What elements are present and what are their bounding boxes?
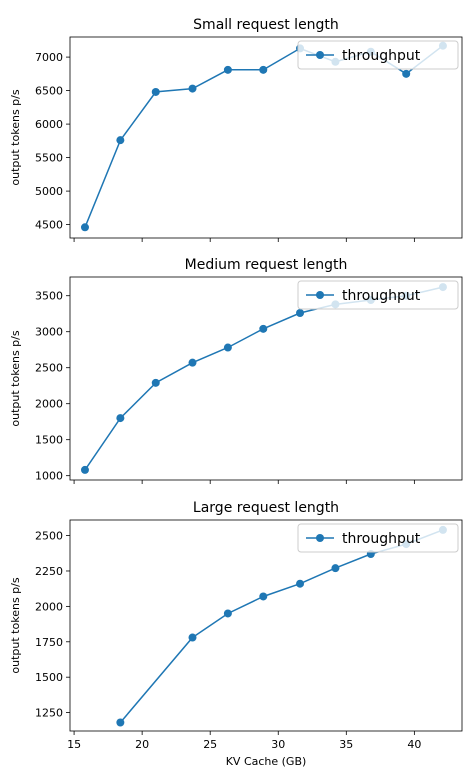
legend-box: [297, 523, 459, 553]
y-tick-label: 2500: [35, 362, 63, 375]
x-tick-label: 25: [203, 738, 217, 751]
data-point: [151, 378, 160, 387]
y-tick-label: 2250: [35, 565, 63, 578]
data-point: [151, 87, 160, 96]
y-tick-label: 1500: [35, 671, 63, 684]
x-tick-label: 15: [67, 738, 81, 751]
data-point: [259, 324, 268, 333]
data-point: [223, 609, 232, 618]
data-point: [188, 358, 197, 367]
data-point: [223, 343, 232, 352]
y-tick-label: 5500: [35, 152, 63, 165]
legend: throughput: [297, 280, 459, 310]
chart-title: Small request length: [193, 17, 339, 33]
legend-label: throughput: [342, 288, 421, 304]
chart-panel-1: Small request length 4500 5000 5500 6000 6500…: [9, 17, 463, 242]
y-tick-label: 1750: [35, 636, 63, 649]
data-point: [116, 136, 125, 145]
data-point: [116, 414, 125, 423]
y-tick-label: 1500: [35, 434, 63, 447]
y-tick-label: 4500: [35, 219, 63, 232]
series-line: [119, 529, 444, 723]
y-tick-label: 6500: [35, 85, 63, 98]
chart-title: Large request length: [193, 500, 339, 516]
x-tick-label: 35: [339, 738, 353, 751]
chart-title: Medium request length: [185, 257, 348, 273]
legend-label: throughput: [342, 531, 421, 547]
axes-frame: [69, 36, 463, 239]
y-tick-label: 1250: [35, 707, 63, 720]
y-axis-label: output tokens p/s: [9, 330, 22, 426]
y-axis-label: output tokens p/s: [9, 577, 22, 673]
data-point: [116, 718, 125, 727]
x-tick-label: 40: [407, 738, 421, 751]
data-point: [331, 564, 340, 573]
y-tick-label: 1000: [35, 470, 63, 483]
y-tick-label: 3000: [35, 326, 63, 339]
x-tick-label: 20: [135, 738, 149, 751]
axes-frame: [69, 276, 463, 481]
legend: throughput: [297, 40, 459, 70]
data-point: [259, 592, 268, 601]
data-point: [80, 465, 89, 474]
legend-label: throughput: [342, 48, 421, 64]
x-tick-label: 30: [271, 738, 285, 751]
axes-frame: [69, 519, 463, 732]
data-point: [296, 579, 305, 588]
legend-marker: [316, 51, 324, 59]
data-point: [223, 65, 232, 74]
series-line: [84, 286, 444, 471]
y-tick-label: 3500: [35, 290, 63, 303]
y-tick-label: 6000: [35, 118, 63, 131]
data-point: [296, 308, 305, 317]
y-tick-label: 2000: [35, 398, 63, 411]
y-axis-label: output tokens p/s: [9, 89, 22, 185]
legend: throughput: [297, 523, 459, 553]
x-axis-label: KV Cache (GB): [226, 755, 307, 768]
y-tick-label: 7000: [35, 51, 63, 64]
y-tick-label: 5000: [35, 185, 63, 198]
legend-marker: [316, 291, 324, 299]
data-point: [188, 84, 197, 93]
chart-panel-3: Large request length 1250 1500 1750 2000 2250…: [9, 500, 463, 768]
legend-box: [297, 280, 459, 310]
data-point: [402, 69, 411, 78]
data-point: [80, 223, 89, 232]
data-point: [259, 65, 268, 74]
data-point: [188, 633, 197, 642]
y-tick-label: 2500: [35, 530, 63, 543]
legend-box: [297, 40, 459, 70]
chart-panel-2: Medium request length 1000 1500 2000 2500 300…: [9, 257, 463, 484]
y-tick-label: 2000: [35, 600, 63, 613]
legend-marker: [316, 534, 324, 542]
